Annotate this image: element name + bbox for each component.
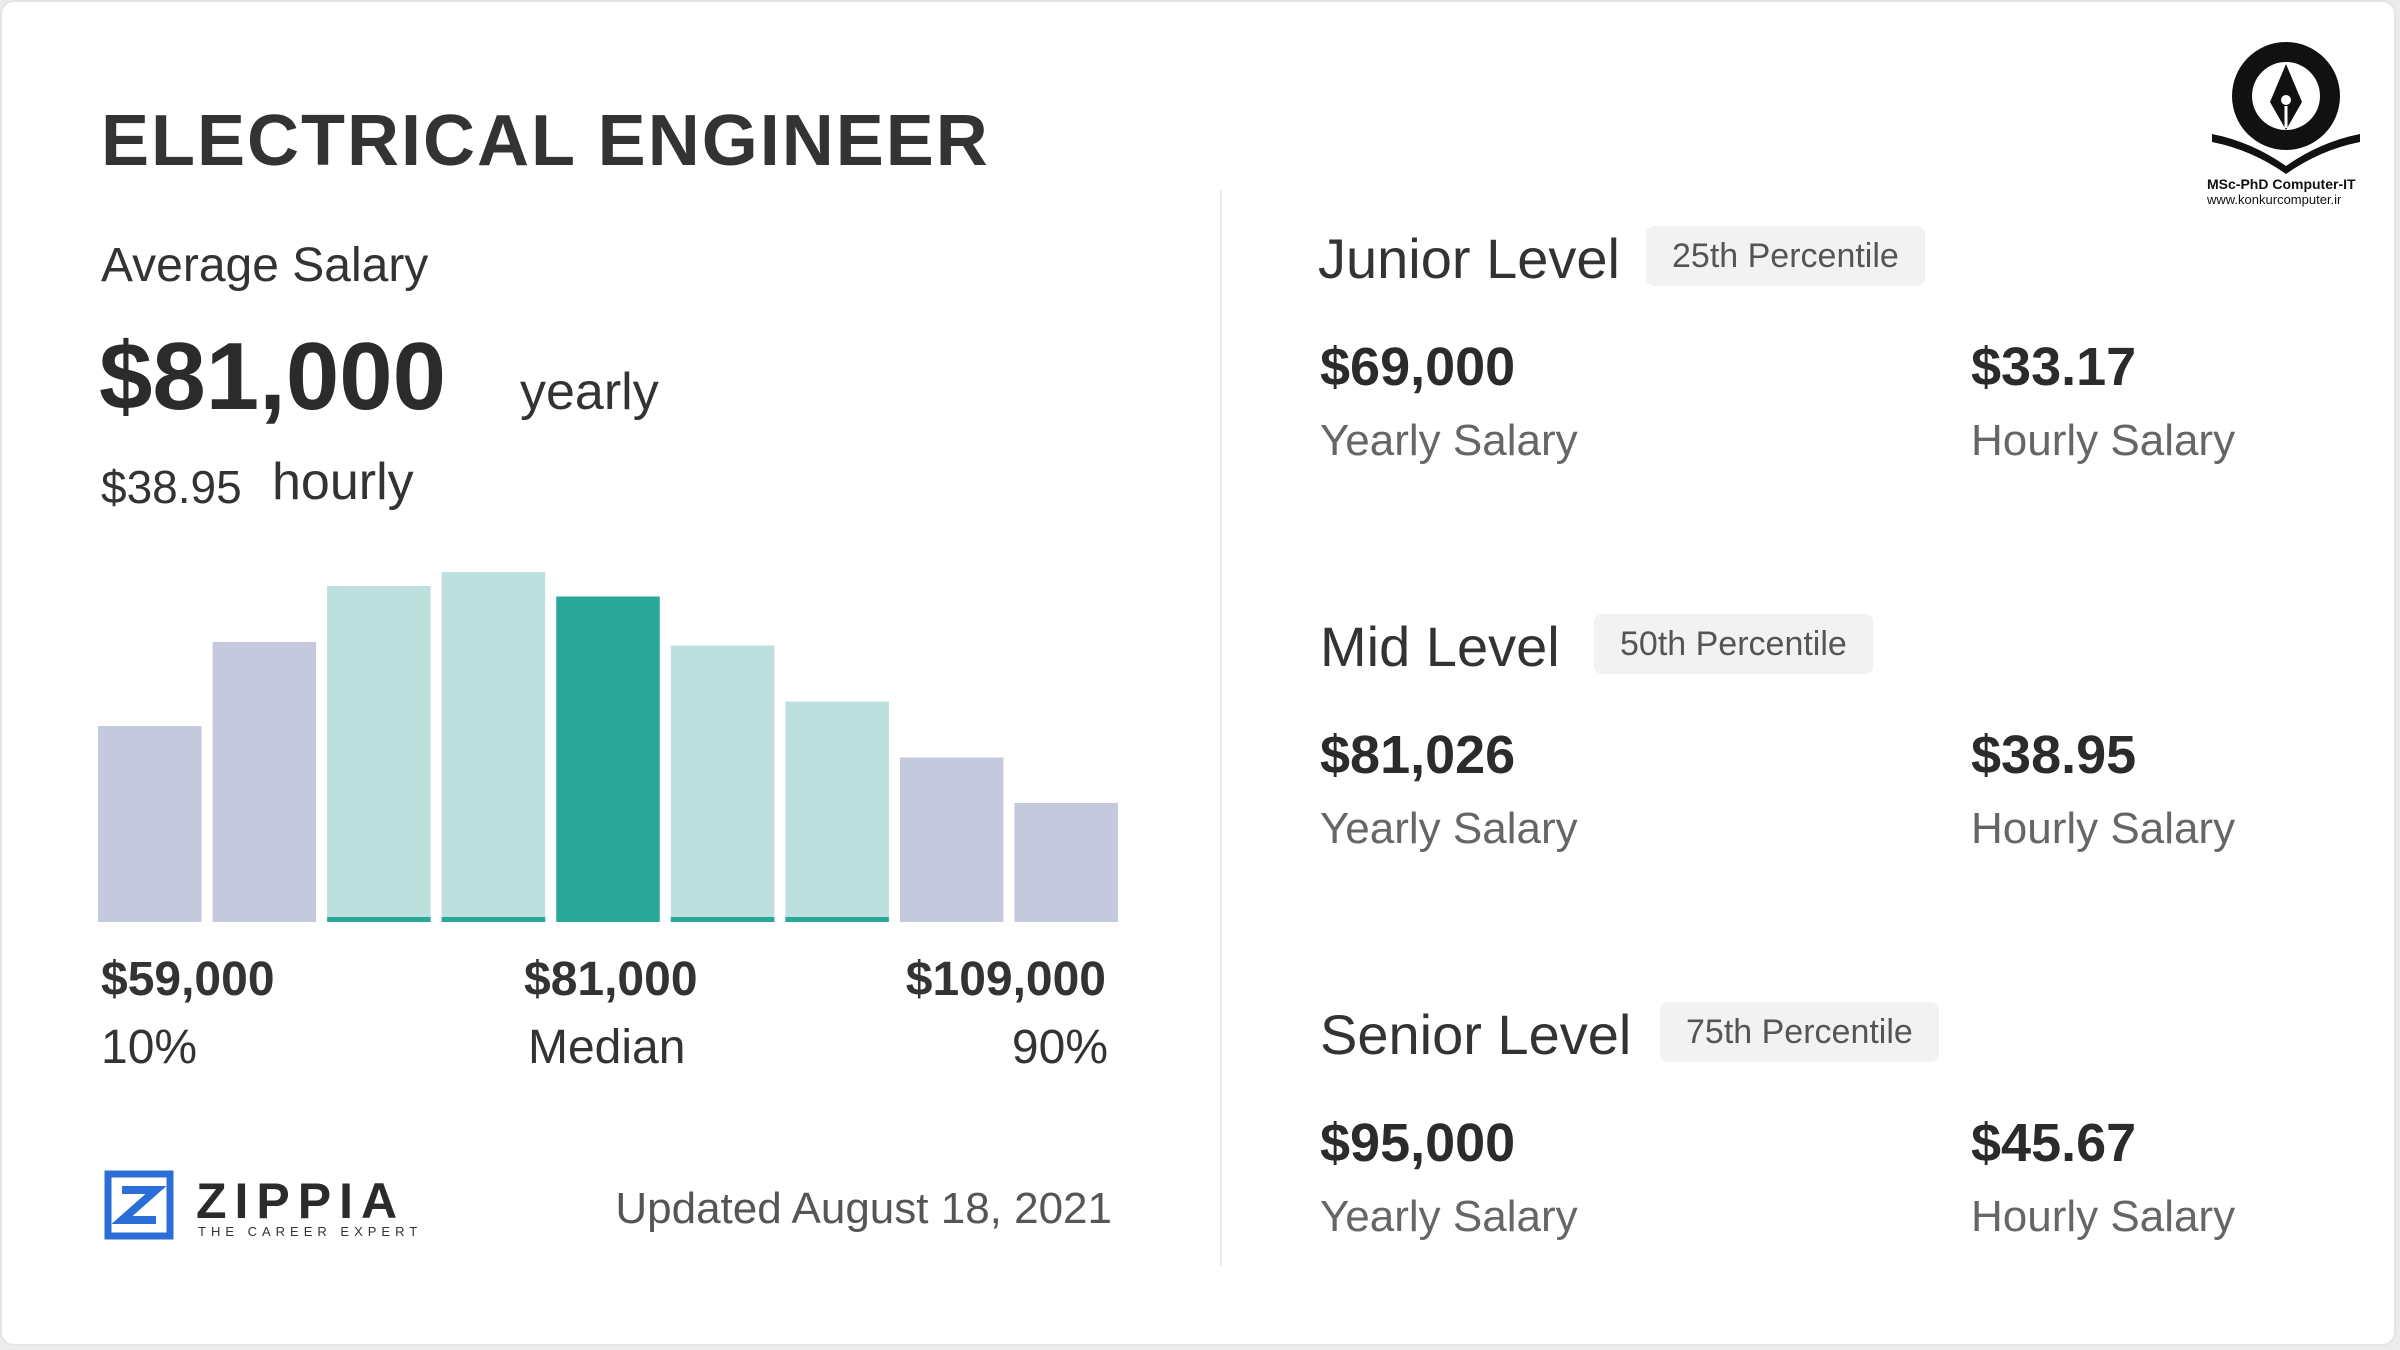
median-salary-label: $81,000 xyxy=(524,953,698,1006)
mid-hourly-label: Hourly Salary xyxy=(1971,804,2236,853)
salary-distribution-chart xyxy=(98,572,1118,922)
salary-bar-4 xyxy=(441,572,546,922)
junior-level-title: Junior Level xyxy=(1318,227,1620,290)
salary-bar-underline-3 xyxy=(327,917,431,922)
senior-percentile-badge: 75th Percentile xyxy=(1660,1002,1939,1062)
mid-yearly-label: Yearly Salary xyxy=(1320,804,1578,853)
salary-bar-5 xyxy=(556,596,660,922)
high-salary-label: $109,000 xyxy=(905,953,1106,1006)
senior-hourly-label: Hourly Salary xyxy=(1971,1192,2236,1241)
senior-hourly-salary: $45.67 xyxy=(1971,1113,2137,1173)
page-title: ELECTRICAL ENGINEER xyxy=(101,101,990,181)
junior-yearly-label: Yearly Salary xyxy=(1320,416,1578,465)
hourly-word: hourly xyxy=(272,453,414,511)
updated-date: Updated August 18, 2021 xyxy=(615,1184,1112,1233)
low-salary-label: $59,000 xyxy=(101,953,275,1006)
watermark-line-1: MSc-PhD Computer-IT xyxy=(2207,176,2356,192)
average-hourly-salary: $38.95 xyxy=(101,461,242,513)
mid-level-title: Mid Level xyxy=(1320,615,1560,678)
senior-level-title: Senior Level xyxy=(1320,1003,1632,1066)
column-divider xyxy=(1220,190,1222,1266)
salary-bar-1 xyxy=(98,726,202,922)
zippia-tagline: THE CAREER EXPERT xyxy=(198,1224,423,1239)
junior-yearly-salary: $69,000 xyxy=(1320,337,1516,397)
salary-bar-9 xyxy=(1014,803,1118,922)
konkurcomputer-logo-icon xyxy=(2212,42,2360,174)
salary-bar-underline-7 xyxy=(785,917,889,922)
salary-bar-7 xyxy=(785,701,889,922)
low-percentile-label: 10% xyxy=(101,1021,198,1074)
senior-yearly-label: Yearly Salary xyxy=(1320,1192,1578,1241)
yearly-word: yearly xyxy=(520,363,659,421)
junior-hourly-salary: $33.17 xyxy=(1971,337,2137,397)
salary-bar-6 xyxy=(670,645,775,922)
high-percentile-label: 90% xyxy=(1011,1021,1108,1074)
salary-bar-3 xyxy=(327,586,431,922)
junior-hourly-label: Hourly Salary xyxy=(1971,416,2236,465)
salary-bar-underline-6 xyxy=(670,917,775,922)
median-label: Median xyxy=(528,1021,686,1074)
zippia-logo-icon xyxy=(104,1170,174,1240)
salary-bar-underline-4 xyxy=(441,917,546,922)
average-salary-label: Average Salary xyxy=(101,239,429,292)
salary-bar-2 xyxy=(212,642,317,922)
mid-percentile-badge: 50th Percentile xyxy=(1594,614,1873,674)
senior-yearly-salary: $95,000 xyxy=(1320,1113,1516,1173)
junior-percentile-badge: 25th Percentile xyxy=(1646,226,1925,286)
mid-hourly-salary: $38.95 xyxy=(1971,725,2137,785)
zippia-wordmark: ZIPPIA xyxy=(196,1173,406,1229)
watermark-line-2: www.konkurcomputer.ir xyxy=(2207,192,2342,207)
mid-yearly-salary: $81,026 xyxy=(1320,725,1516,785)
salary-bar-8 xyxy=(899,757,1004,922)
average-yearly-salary: $81,000 xyxy=(99,323,447,430)
